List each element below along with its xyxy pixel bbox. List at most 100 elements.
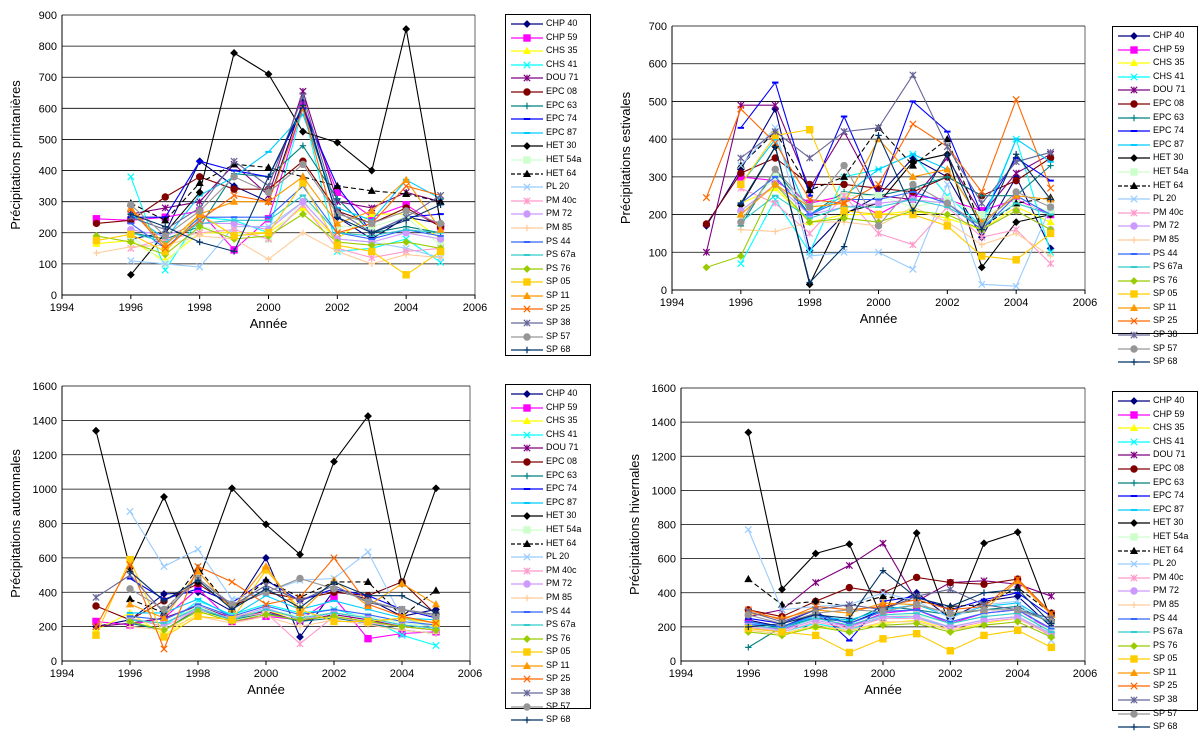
legend-marker (523, 472, 531, 479)
y-tick-label: 1400 (33, 415, 57, 427)
data-point-sp-05 (811, 631, 820, 640)
legend-label: SP 25 (546, 303, 571, 314)
data-point-pm-40c (1046, 259, 1055, 268)
series-line-pm-40c (740, 187, 1051, 264)
legend-item: PM 85 (1115, 598, 1197, 612)
legend-marker (1129, 303, 1139, 311)
data-point-pl-20 (840, 248, 848, 256)
legend-swatch (511, 553, 543, 561)
y-tick-label: 1200 (33, 450, 57, 462)
legend-swatch (511, 61, 543, 69)
y-tick-label: 800 (658, 520, 676, 532)
y-axis-title: Précipitations printanières (8, 80, 23, 230)
legend-label: SP 05 (1153, 288, 1178, 299)
data-point-sp-68 (909, 207, 917, 214)
data-point-sp-68 (437, 201, 444, 208)
data-point-ps-76 (1012, 206, 1021, 215)
legend-item: PS 44 (1115, 247, 1197, 261)
legend-swatch (1118, 451, 1150, 459)
legend-marker (1130, 601, 1138, 609)
data-point-epc-63 (1047, 162, 1054, 169)
legend-item: PS 44 (1115, 612, 1197, 626)
legend-swatch (511, 254, 543, 257)
data-point-pl-20 (160, 562, 168, 571)
data-point-het-30 (228, 484, 236, 493)
legend-marker (1130, 114, 1138, 121)
legend-swatch (1118, 100, 1150, 108)
legend-marker (523, 634, 531, 643)
data-point-sp-05 (230, 232, 238, 240)
y-tick-label: 900 (39, 10, 57, 22)
legend-label: HET 54a (1153, 530, 1189, 541)
legend-item: HET 30 (1115, 516, 1197, 530)
legend-item: EPC 63 (1115, 111, 1197, 125)
data-point-ps-76 (845, 628, 854, 636)
data-point-pl-20 (161, 260, 169, 268)
legend-marker (1130, 290, 1138, 298)
legend-label: PM 85 (546, 591, 573, 602)
chart-autumn-precipitation: 0 200 400 600 800 1000 1200 1400 1600 1994 1996 199… (0, 370, 600, 715)
data-point-epc-08 (1012, 176, 1020, 185)
legend-item: SP 05 (508, 275, 590, 289)
data-point-epc-08 (845, 583, 854, 592)
series-line-sp-57 (129, 577, 437, 617)
legend-marker (1130, 359, 1138, 366)
data-point-sp-57 (845, 606, 854, 614)
legend-item: CHS 35 (508, 414, 590, 428)
series-line-sp-57 (748, 604, 1052, 625)
legend-item: PM 40c (1115, 206, 1197, 220)
legend-swatch (1118, 303, 1150, 311)
legend-marker (1130, 438, 1138, 446)
legend-swatch (1118, 423, 1150, 432)
data-point-sp-05 (330, 617, 338, 626)
data-point-ps-76 (840, 214, 848, 223)
y-tick-label: 0 (51, 656, 57, 668)
legend-label: PL 20 (1153, 558, 1177, 569)
legend-marker (523, 156, 531, 164)
legend-label: HET 30 (1153, 517, 1184, 528)
series-line-sp-11 (129, 565, 437, 619)
plot-autumn: 0 200 400 600 800 1000 1200 1400 1600 1994 1996 199… (8, 381, 482, 697)
legend-swatch (511, 580, 543, 589)
legend-item: SP 05 (1115, 287, 1197, 301)
legend-swatch (511, 291, 543, 299)
x-axis-title: Année (250, 316, 288, 331)
data-point-epc-08 (92, 602, 100, 610)
legend-swatch (1118, 266, 1150, 269)
x-tick-label: 2000 (256, 302, 280, 314)
legend-swatch (1118, 724, 1150, 731)
legend-item: PM 40c (508, 564, 590, 578)
legend-item: PS 67a (1115, 625, 1197, 639)
legend-item: HET 64 (1115, 544, 1197, 558)
legend-item: HET 30 (508, 509, 590, 523)
legend-marker (523, 553, 531, 561)
data-point-sp-25 (737, 105, 745, 113)
data-point-sp-05 (92, 236, 101, 245)
data-point-sp-38 (978, 199, 986, 207)
data-point-ps-76 (702, 263, 711, 272)
legend-item: EPC 74 (1115, 124, 1197, 138)
data-point-sp-25 (398, 612, 406, 620)
data-point-pl-20 (1012, 282, 1020, 290)
legend-swatch (1118, 465, 1150, 473)
data-point-het-64 (943, 134, 952, 143)
legend-summer: CHP 40 CHP 59 CHS 35 CHS 41 DOU 71 EPC 08 EPC … (1112, 26, 1198, 366)
data-point-pm-40c (368, 254, 376, 262)
legend-label: PL 20 (546, 551, 570, 562)
data-point-sp-25 (1012, 95, 1020, 104)
legend-item: CHP 59 (1115, 43, 1197, 57)
legend-item: EPC 74 (1115, 489, 1197, 503)
series-line-chp-40 (130, 100, 441, 240)
x-tick-label: 2006 (1073, 668, 1097, 680)
legend-winter: CHP 40 CHP 59 CHS 35 CHS 41 DOU 71 EPC 08 EPC … (1112, 391, 1198, 731)
legend-item: SP 57 (508, 330, 590, 344)
legend-marker (523, 102, 531, 109)
y-axis-title: Précipitations hivernales (627, 454, 642, 595)
series-line-sp-38 (748, 588, 1052, 623)
legend-swatch (1118, 45, 1150, 54)
x-tick-label: 1998 (797, 297, 821, 309)
data-point-epc-08 (912, 573, 921, 582)
legend-item: HET 30 (1115, 151, 1197, 165)
legend-marker (1130, 479, 1138, 486)
legend-item: PM 40c (508, 194, 590, 208)
